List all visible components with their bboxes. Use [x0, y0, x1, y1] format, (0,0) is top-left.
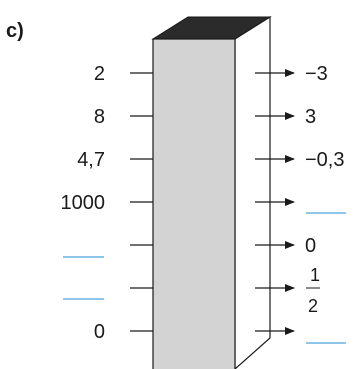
fraction-denominator: 2 [308, 296, 318, 316]
output-label: −3 [305, 63, 328, 85]
part-label: c) [6, 20, 24, 42]
output-column: −3 3 −0,3 0 1 2 [255, 63, 346, 344]
fraction-numerator: 1 [310, 265, 320, 285]
input-label: 8 [94, 106, 105, 128]
input-label: 4,7 [77, 149, 105, 171]
input-label: 0 [94, 321, 105, 343]
output-label: −0,3 [305, 149, 344, 171]
output-label: 3 [305, 106, 316, 128]
output-label: 0 [305, 235, 316, 257]
input-column: 2 8 4,7 1000 0 [61, 63, 153, 343]
function-machine [151, 15, 272, 369]
input-label: 2 [94, 63, 105, 85]
output-fraction: 1 2 [306, 265, 320, 316]
machine-front-face [152, 38, 236, 369]
input-label: 1000 [61, 192, 106, 214]
machine-side-face [234, 15, 271, 369]
